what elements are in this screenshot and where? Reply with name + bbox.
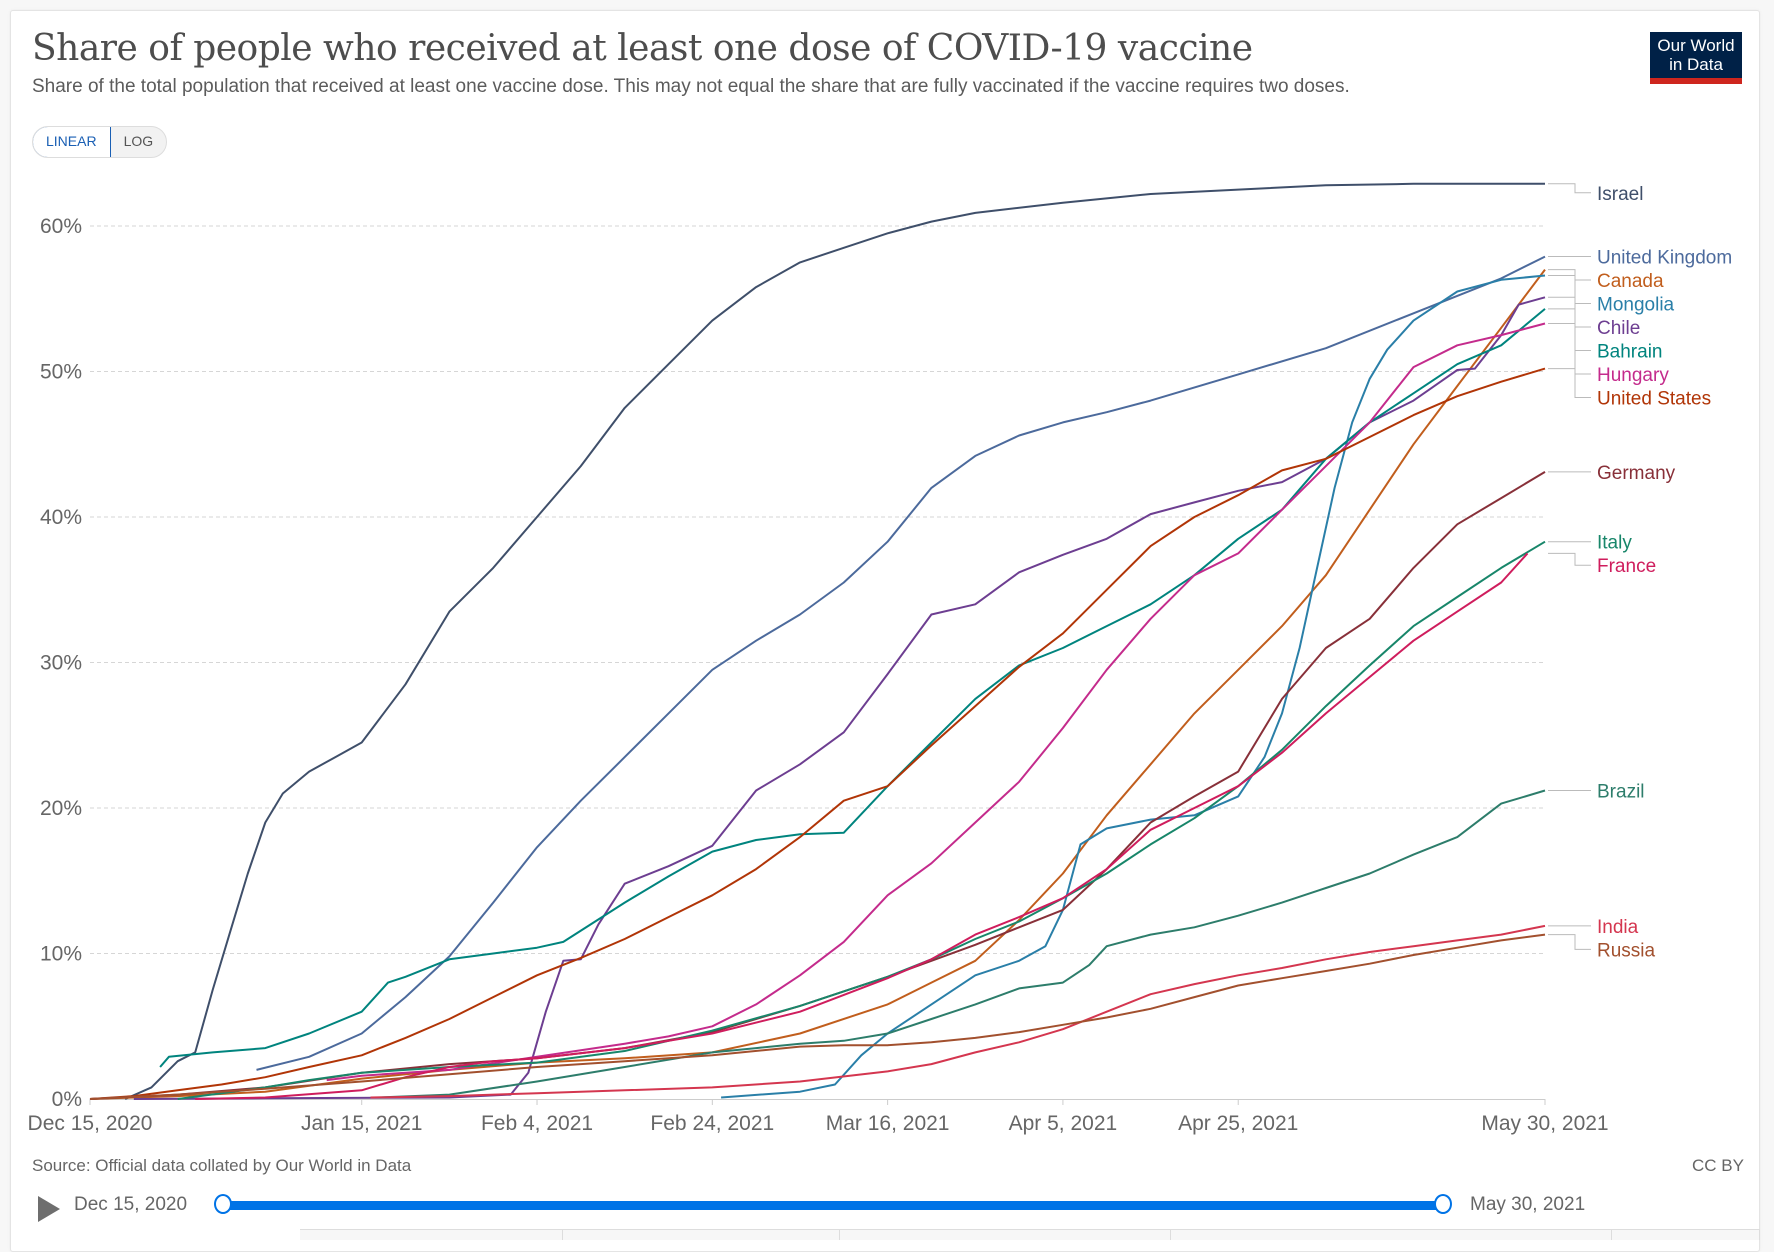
series-line-chile[interactable] [133,296,1546,1100]
x-axis: Dec 15, 2020 Jan 15, 2021 Feb 4, 2021 Feb 2… [28,1099,1609,1135]
x-tick-label: May 30, 2021 [1481,1112,1608,1135]
log-scale-button[interactable]: LOG [123,133,154,149]
y-tick-label: 40% [40,506,82,529]
series-line-hungary[interactable] [326,322,1546,1082]
series-label-brazil[interactable]: Brazil [1597,782,1645,803]
series-line-italy[interactable] [177,540,1546,1100]
bottom-tabs [300,1229,1760,1240]
timeline-start-label: Dec 15, 2020 [74,1194,188,1215]
tab-1[interactable] [300,1230,563,1240]
y-tick-label: 10% [40,943,82,966]
series-lines [89,182,1546,1100]
series-label-chile[interactable]: Chile [1597,318,1640,339]
x-tick-label: Apr 25, 2021 [1178,1112,1298,1135]
gridlines [90,225,1545,954]
series-label-canada[interactable]: Canada [1597,271,1664,292]
series-label-united-states[interactable]: United States [1597,389,1711,410]
source-note: Source: Official data collated by Our Wo… [32,1156,412,1175]
series-line-canada[interactable] [89,268,1546,1100]
label-leader-line [1548,269,1591,281]
label-leader-line [1548,183,1591,194]
series-label-bahrain[interactable]: Bahrain [1597,342,1663,363]
owid-logo[interactable]: Our World in Data [1650,32,1742,84]
logo-line-1: Our World [1657,36,1735,55]
series-line-israel[interactable] [124,182,1545,1100]
series-line-united-kingdom[interactable] [256,255,1546,1071]
y-tick-label: 60% [40,215,82,238]
tab-5[interactable] [1612,1230,1760,1240]
label-leader-line [1548,308,1591,352]
timeline-end-handle[interactable] [1434,1194,1452,1214]
logo-line-2: in Data [1669,55,1723,74]
chart-title: Share of people who received at least on… [32,28,1253,69]
y-tick-label: 50% [40,361,82,384]
label-leader-line [1548,552,1591,566]
label-leader-line [1548,368,1591,399]
series-label-mongolia[interactable]: Mongolia [1597,295,1675,316]
series-label-israel[interactable]: Israel [1597,184,1643,205]
x-tick-label: Feb 24, 2021 [650,1112,774,1135]
series-line-mongolia[interactable] [721,274,1546,1099]
x-tick-label: Feb 4, 2021 [481,1112,593,1135]
timeline: Dec 15, 2020 May 30, 2021 [32,1190,1752,1224]
x-tick-label: Dec 15, 2020 [28,1112,153,1135]
series-line-russia[interactable] [89,933,1546,1100]
series-label-hungary[interactable]: Hungary [1597,365,1669,386]
series-label-italy[interactable]: Italy [1597,533,1632,554]
timeline-end-label: May 30, 2021 [1470,1194,1586,1215]
series-line-germany[interactable] [89,471,1546,1100]
timeline-track[interactable] [223,1201,1443,1210]
scale-toggle: LINEAR LOG [32,126,168,158]
tab-3[interactable] [840,1230,1171,1240]
label-leader-line [1548,934,1591,950]
timeline-start-handle[interactable] [214,1194,232,1214]
series-label-united-kingdom[interactable]: United Kingdom [1597,248,1732,269]
linear-scale-button[interactable]: LINEAR [33,127,111,157]
series-line-bahrain[interactable] [159,308,1546,1068]
y-tick-label: 30% [40,652,82,675]
x-tick-label: Apr 5, 2021 [1009,1112,1118,1135]
series-label-germany[interactable]: Germany [1597,463,1676,484]
series-line-united-states[interactable] [89,367,1546,1100]
license-link[interactable]: CC BY [1692,1156,1744,1175]
x-tick-label: Jan 15, 2021 [301,1112,422,1135]
play-icon[interactable] [38,1196,60,1222]
label-leader-line [1548,274,1591,305]
y-axis: 0% 10% 20% 30% 40% 50% 60% [40,215,82,1111]
y-tick-label: 0% [52,1088,82,1111]
tab-2[interactable] [563,1230,840,1240]
series-label-france[interactable]: France [1597,556,1656,577]
label-leader-line [1548,296,1591,328]
x-tick-label: Mar 16, 2021 [826,1112,950,1135]
series-line-brazil[interactable] [379,789,1546,1099]
label-leader-line [1548,322,1591,375]
tab-4[interactable] [1171,1230,1612,1240]
series-label-russia[interactable]: Russia [1597,940,1656,961]
series-label-india[interactable]: India [1597,917,1639,938]
series-line-france[interactable] [195,552,1529,1100]
chart-subtitle: Share of the total population that recei… [32,76,1350,97]
y-tick-label: 20% [40,797,82,820]
